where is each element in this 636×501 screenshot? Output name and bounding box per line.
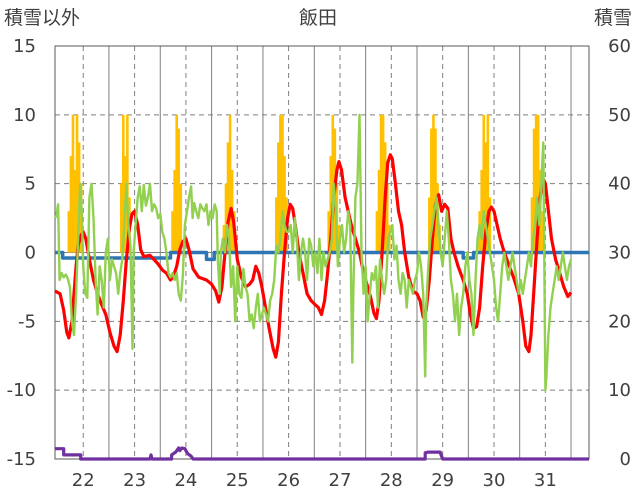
orange-bar [428,197,431,253]
orange-bar [482,114,486,253]
orange-bar [434,128,437,253]
orange-bar [379,114,383,253]
orange-bar [121,114,125,253]
right-tick-label: 20 [608,311,631,332]
x-tick-label: 22 [72,470,95,491]
orange-bar [540,211,544,253]
right-tick-label: 10 [608,380,631,401]
orange-bar [375,211,379,253]
series-lines [53,113,589,461]
orange-bar [171,211,174,253]
blue-series-line [55,250,589,262]
x-tick-label: 26 [277,470,300,491]
orange-bar [327,211,330,253]
orange-bar [228,114,232,253]
orange-bar [73,169,77,253]
left-tick-label: 0 [25,243,36,264]
right-tick-label: 40 [608,174,631,195]
orange-bar [480,169,483,253]
orange-bar [283,156,286,253]
orange-bar [532,128,536,253]
x-axis-ticks: 22 23 24 25 26 27 28 29 30 31 [72,470,557,491]
orange-bar [67,211,71,253]
x-tick-label: 24 [174,470,197,491]
orange-bar [71,114,75,253]
chart-title: 飯田 [299,7,337,29]
x-tick-label: 30 [483,470,506,491]
x-tick-label: 25 [226,470,249,491]
orange-bar [179,183,183,253]
left-axis-ticks: 15 10 5 0 -5 -10 -15 [7,36,36,470]
orange-bar [536,114,540,253]
left-tick-label: 5 [25,174,36,195]
left-axis-label: 積雪以外 [4,7,80,29]
orange-bar [277,142,280,253]
orange-bar [175,114,178,253]
x-tick-label: 28 [380,470,403,491]
orange-bar [377,169,381,253]
orange-bar [488,197,492,253]
orange-bar [381,114,385,253]
orange-bar [329,156,333,253]
orange-bar [486,114,490,253]
orange-bar [530,197,534,253]
orange-bar [432,114,435,253]
right-tick-label: 0 [620,449,631,470]
right-tick-label: 50 [608,105,631,126]
right-tick-label: 30 [608,243,631,264]
left-tick-label: 15 [13,36,36,57]
orange-bar [119,183,123,253]
orange-bar [224,183,228,253]
green-series-line [53,113,573,392]
orange-bar [484,142,488,253]
right-tick-label: 60 [608,36,631,57]
left-tick-label: -15 [7,449,36,470]
left-tick-label: 10 [13,105,36,126]
orange-bar [69,156,73,253]
orange-bar [177,128,181,253]
orange-bar [430,128,433,253]
orange-bar [279,114,282,253]
orange-bar [385,183,389,253]
orange-bar [226,142,230,253]
orange-bar [173,169,176,253]
orange-bar [281,114,284,253]
x-tick-label: 23 [123,470,146,491]
right-axis-ticks: 60 50 40 30 20 10 0 [608,36,631,470]
left-tick-label: -5 [18,311,36,332]
purple-series-line [55,446,589,461]
right-axis-label: 積雪 [594,7,632,29]
orange-bar [534,114,538,253]
left-tick-label: -10 [7,380,36,401]
x-tick-label: 31 [534,470,557,491]
x-tick-label: 27 [329,470,352,491]
x-tick-label: 29 [431,470,454,491]
orange-bar [75,114,79,253]
orange-bar [275,197,278,253]
